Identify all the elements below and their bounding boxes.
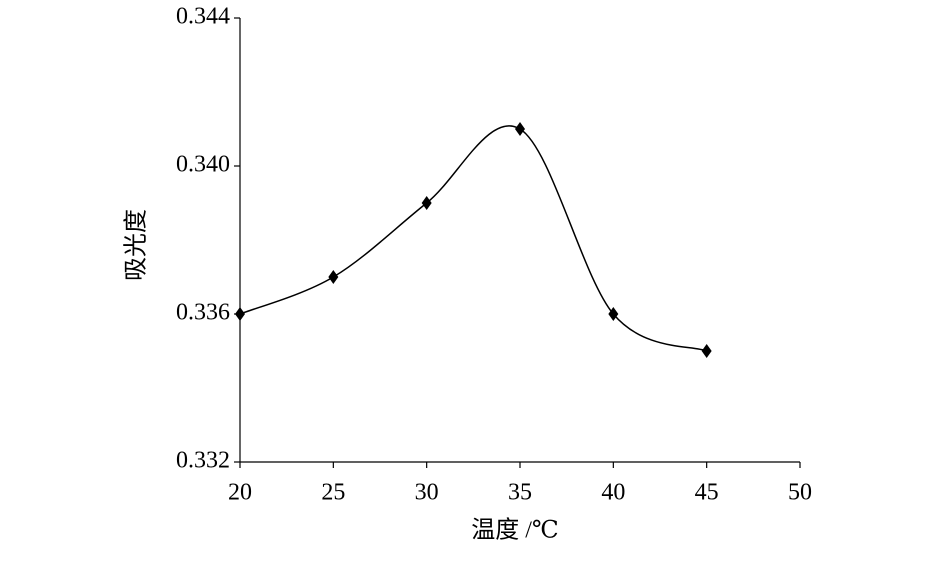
y-tick-label: 0.340	[176, 152, 230, 178]
data-line	[239, 125, 707, 352]
x-tick-label: 30	[415, 480, 439, 506]
y-tick-label: 0.332	[176, 448, 230, 474]
y-axis-label: 吸光度	[123, 209, 150, 281]
marker	[608, 307, 619, 321]
x-axis-label: 温度 /℃	[471, 517, 559, 544]
marker	[515, 122, 525, 136]
marker	[421, 196, 432, 210]
marker	[328, 270, 339, 284]
x-tick-label: 25	[321, 480, 345, 506]
marker	[701, 344, 712, 358]
marker	[235, 307, 245, 321]
x-tick-label: 20	[228, 480, 252, 506]
x-tick-label: 35	[508, 480, 532, 506]
y-tick-label: 0.344	[176, 4, 230, 30]
y-tick-label: 0.336	[176, 300, 230, 326]
x-tick-label: 40	[601, 480, 625, 506]
x-tick-label: 45	[695, 480, 719, 506]
x-tick-label: 50	[788, 480, 812, 506]
